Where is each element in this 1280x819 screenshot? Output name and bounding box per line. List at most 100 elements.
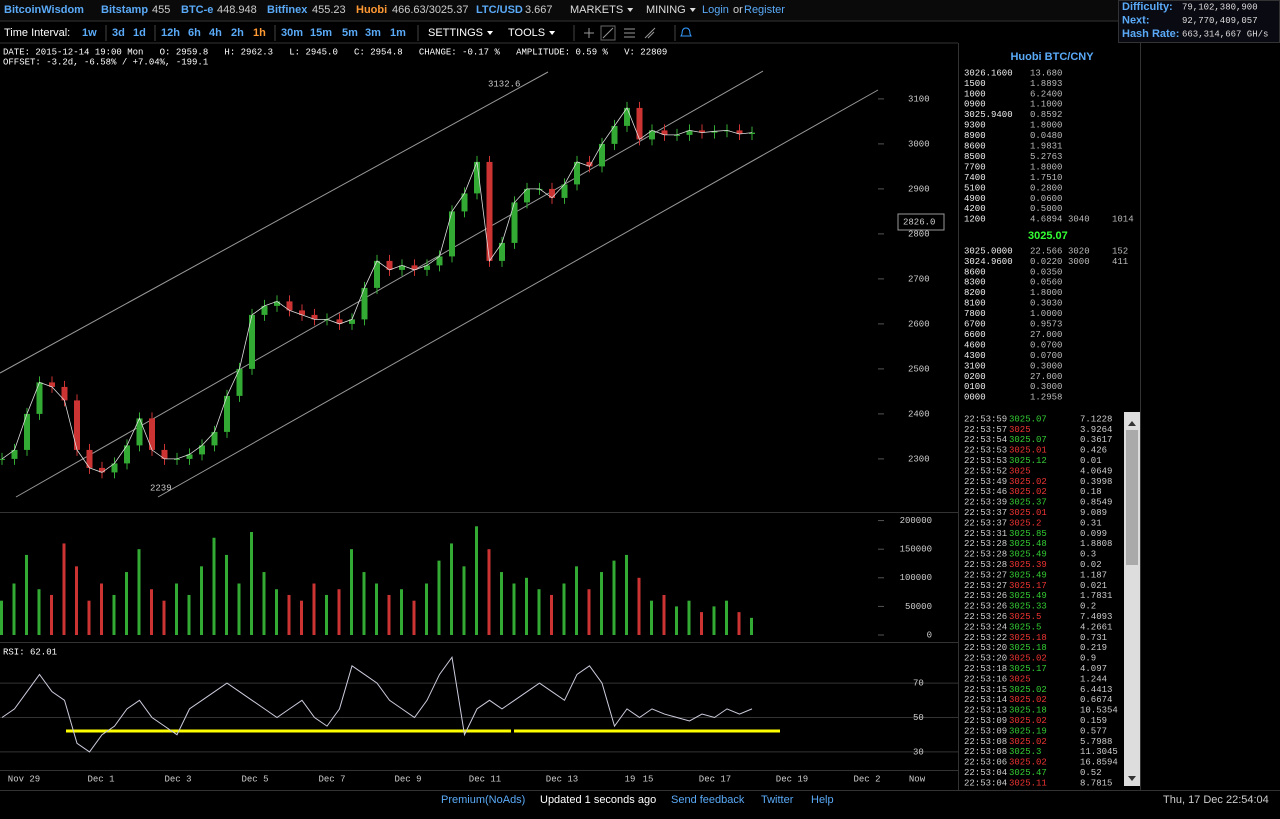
ticker-name[interactable]: Bitstamp (101, 4, 148, 16)
footer-feedback[interactable]: Send feedback (671, 794, 745, 806)
ticker-name[interactable]: LTC/USD (476, 4, 523, 16)
interval-button[interactable]: 6h (188, 27, 201, 39)
tool-icons[interactable] (584, 25, 692, 41)
orderbook-cell: 3024.9600 (964, 257, 1013, 267)
orderbook-cell: 3100 (964, 361, 986, 371)
candle (186, 454, 193, 459)
menu-caret (487, 31, 494, 35)
trade-time: 22:53:08 (964, 737, 1007, 747)
interval-button[interactable]: 1m (390, 27, 406, 39)
candle (736, 130, 743, 134)
login[interactable]: Login (702, 4, 729, 16)
interval-button[interactable]: 12h (161, 27, 180, 39)
brand[interactable]: BitcoinWisdom (4, 4, 84, 16)
last-price: 3025.07 (1028, 230, 1068, 242)
trade-amount: 16.8594 (1080, 758, 1118, 768)
interval-button[interactable]: 1h (253, 27, 266, 39)
interval-button[interactable]: 1d (133, 27, 146, 39)
menu[interactable]: MARKETS (570, 4, 623, 16)
candle (549, 188, 555, 198)
trade-time: 22:53:53 (964, 446, 1007, 456)
volume-bar (712, 606, 716, 635)
candle (449, 211, 455, 257)
candle (199, 445, 205, 455)
y-tick-label: 70 (913, 678, 924, 688)
trade-amount: 1.244 (1080, 674, 1107, 684)
orderbook-cell: 27.000 (1030, 372, 1062, 382)
trade-price: 3025.02 (1009, 758, 1047, 768)
menu-caret (627, 8, 634, 12)
footer-premium[interactable]: Premium(NoAds) (441, 794, 525, 806)
toolbar-menu[interactable]: SETTINGS (428, 27, 483, 39)
volume-bar (500, 572, 503, 635)
candle (211, 431, 218, 446)
y-tick-label: 30 (913, 747, 924, 757)
orderbook-cell: 8600 (964, 142, 986, 152)
footer-help[interactable]: Help (811, 794, 834, 806)
ticker-name[interactable]: BTC-e (181, 4, 213, 16)
trade-amount: 0.099 (1080, 529, 1107, 539)
toolbar-menu[interactable]: TOOLS (508, 27, 545, 39)
ticker-name[interactable]: Bitfinex (267, 4, 308, 16)
candle (686, 130, 693, 135)
candle (0, 458, 5, 460)
orderbook-cell: 1.2958 (1030, 393, 1062, 403)
trade-amount: 5.7988 (1080, 737, 1112, 747)
volume-bar (0, 600, 3, 635)
y-tick-label: 150000 (900, 545, 932, 555)
volume-bar (212, 537, 216, 635)
interval-button[interactable]: 5m (342, 27, 358, 39)
orderbook-cell: 1.8000 (1030, 121, 1062, 131)
volume-bar (137, 549, 141, 635)
footer-twitter[interactable]: Twitter (761, 794, 794, 806)
trade-amount: 0.01 (1080, 456, 1102, 466)
trade-price: 3025.12 (1009, 456, 1047, 466)
candle (336, 319, 343, 324)
cursor-price: 2826.0 (903, 217, 935, 227)
trade-time: 22:53:13 (964, 706, 1007, 716)
interval-button[interactable]: 30m (281, 27, 303, 39)
trade-amount: 7.4093 (1080, 612, 1112, 622)
interval-button[interactable]: 4h (209, 27, 222, 39)
orderbook-cell: 3040 (1068, 215, 1090, 225)
volume-bar (525, 577, 528, 635)
ticker-name[interactable]: Huobi (356, 4, 387, 16)
x-tick-label: Dec 1 (87, 774, 114, 784)
ticker-price: 455.23 (312, 4, 346, 16)
trade-time: 22:53:18 (964, 664, 1007, 674)
orderbook-cell: 4300 (964, 351, 986, 361)
trade-amount: 1.187 (1080, 570, 1107, 580)
interval-button[interactable]: 1w (82, 27, 97, 39)
network-value: 92,770,409,057 (1182, 16, 1258, 26)
menu[interactable]: MINING (646, 4, 686, 16)
interval-button[interactable]: 2h (231, 27, 244, 39)
trade-time: 22:53:09 (964, 726, 1007, 736)
volume-bar (412, 600, 416, 635)
trade-amount: 0.3617 (1080, 435, 1112, 445)
orderbook-cell: 3026.1600 (964, 68, 1013, 78)
trade-price: 3025.5 (1009, 622, 1041, 632)
trade-amount: 0.3998 (1080, 477, 1112, 487)
interval-button[interactable]: 3m (365, 27, 381, 39)
orderbook-cell: 0.0700 (1030, 351, 1062, 361)
interval-button[interactable]: 15m (310, 27, 332, 39)
orderbook-cell: 1.9831 (1030, 142, 1062, 152)
rsi-label: RSI: 62.01 (3, 647, 57, 657)
interval-button[interactable]: 3d (112, 27, 125, 39)
orderbook-cell: 1.8000 (1030, 162, 1062, 172)
register[interactable]: Register (744, 4, 785, 16)
volume-bar (362, 572, 366, 635)
trade-price: 3025.49 (1009, 570, 1047, 580)
y-tick-label: 2300 (908, 454, 930, 464)
scroll-thumb[interactable] (1126, 430, 1138, 565)
volume-bar (550, 594, 553, 635)
candle (511, 202, 518, 243)
volume-bar (100, 583, 103, 635)
volume-bar (300, 600, 303, 635)
orderbook-cell: 0.0350 (1030, 267, 1062, 277)
candle (111, 463, 118, 473)
trade-time: 22:53:04 (964, 778, 1007, 788)
trade-amount: 0.8549 (1080, 498, 1112, 508)
trade-time: 22:53:49 (964, 477, 1007, 487)
candle (236, 368, 243, 396)
